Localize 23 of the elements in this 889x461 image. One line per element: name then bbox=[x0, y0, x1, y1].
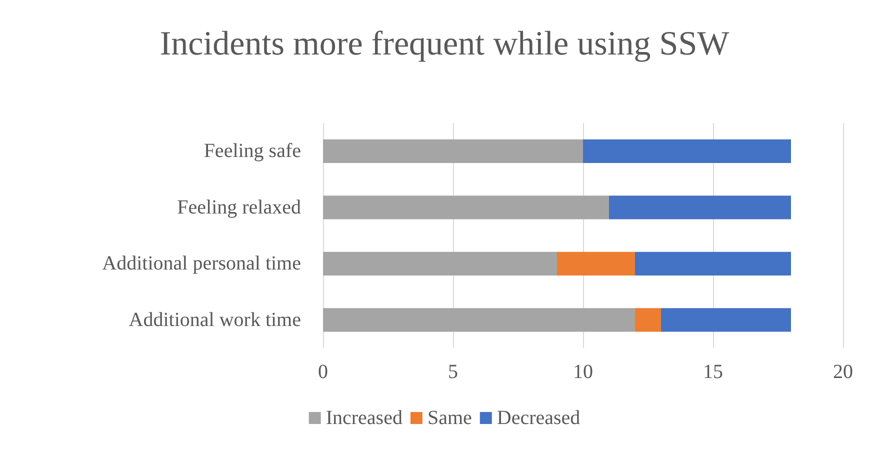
bar bbox=[609, 196, 791, 220]
legend-label: Same bbox=[427, 407, 472, 429]
bar bbox=[635, 252, 791, 276]
x-tick-label: 20 bbox=[833, 361, 853, 383]
bar bbox=[323, 308, 635, 332]
bar bbox=[557, 252, 635, 276]
bar bbox=[323, 252, 557, 276]
bar bbox=[635, 308, 661, 332]
x-tick-label: 0 bbox=[318, 361, 328, 383]
bar bbox=[323, 196, 609, 220]
legend-label: Increased bbox=[326, 407, 402, 429]
y-tick-label: Additional personal time bbox=[102, 252, 302, 275]
bar bbox=[323, 139, 583, 163]
x-tick-label: 10 bbox=[573, 361, 593, 383]
y-tick-label: Additional work time bbox=[128, 308, 302, 331]
legend-label: Decreased bbox=[496, 407, 580, 429]
bar bbox=[583, 139, 791, 163]
bar bbox=[661, 308, 791, 332]
chart-title: Incidents more frequent while using SSW bbox=[160, 26, 730, 62]
y-tick-label: Feeling relaxed bbox=[177, 196, 301, 218]
x-tick-label: 15 bbox=[703, 361, 723, 383]
y-tick-label: Feeling safe bbox=[204, 140, 302, 162]
x-tick-label: 5 bbox=[448, 361, 458, 383]
